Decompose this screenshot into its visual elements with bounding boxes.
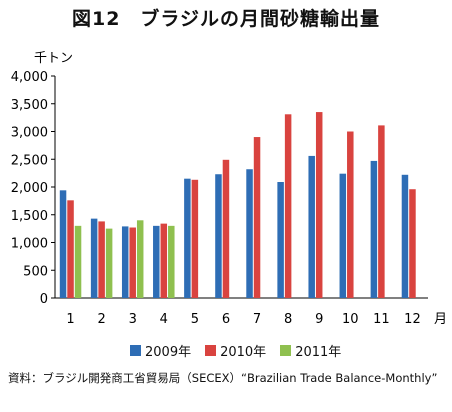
y-tick-label: 1,000 — [11, 237, 48, 252]
bar-2009年-5 — [184, 178, 191, 298]
x-tick-label: 11 — [373, 312, 390, 327]
legend-label: 2010年 — [220, 345, 267, 360]
y-tick-label: 1,500 — [11, 209, 48, 224]
y-tick-label: 0 — [40, 292, 48, 307]
bar-2009年-10 — [339, 173, 347, 298]
source-text: ブラジル開発商工省貿易局（SECEX）“Brazilian Trade Bala… — [42, 371, 438, 385]
chart-title: 図12 ブラジルの月間砂糖輸出量 — [71, 8, 381, 30]
y-axis-label: 千トン — [34, 51, 73, 66]
x-tick-label: 1 — [66, 312, 74, 327]
legend-swatch — [280, 345, 292, 356]
bar-2010年-11 — [378, 125, 385, 299]
bar-2009年-8 — [277, 182, 284, 298]
x-tick-label: 3 — [129, 312, 137, 327]
x-tick-label: 8 — [284, 312, 292, 327]
y-tick-label: 4,000 — [11, 70, 48, 85]
x-tick-label: 12 — [404, 312, 421, 327]
source-label: 資料： — [8, 371, 43, 385]
y-tick-label: 3,000 — [11, 126, 48, 141]
legend-swatch — [130, 345, 141, 356]
bar-2010年-1 — [67, 200, 74, 298]
y-tick-label: 500 — [23, 264, 48, 279]
legend-label: 2009年 — [145, 345, 192, 360]
bar-2011年-3 — [136, 220, 144, 298]
bar-2011年-4 — [168, 225, 175, 298]
bar-chart: 千トン 0 500 1,000 1,500 2,000 2,500 3,000 3,500 4,0… — [11, 51, 447, 327]
bar-2010年-6 — [222, 159, 230, 298]
x-tick-label: 4 — [160, 312, 168, 327]
bar-2009年-6 — [215, 174, 222, 298]
x-tick-label: 9 — [315, 312, 323, 327]
x-tick-label: 2 — [97, 312, 105, 327]
bar-2010年-4 — [160, 223, 168, 298]
bar-2010年-10 — [347, 131, 354, 298]
bar-2010年-12 — [409, 189, 416, 298]
bar-2011年-2 — [105, 228, 113, 298]
bar-2009年-4 — [153, 225, 160, 298]
bar-2010年-8 — [284, 114, 292, 298]
y-tick-label: 2,500 — [11, 153, 48, 168]
legend-swatch — [205, 345, 217, 356]
bar-2010年-5 — [191, 179, 199, 298]
legend-item: 2009年 — [130, 341, 191, 360]
bar-2010年-9 — [315, 112, 323, 298]
x-tick-label: 10 — [342, 312, 359, 327]
bar-2009年-11 — [370, 160, 378, 298]
x-tick-label: 6 — [222, 312, 230, 327]
legend-item: 2011年 — [280, 341, 341, 360]
bar-2009年-1 — [59, 190, 67, 298]
bar-2010年-3 — [129, 227, 136, 298]
bar-2010年-7 — [253, 137, 261, 298]
bar-2009年-2 — [90, 218, 98, 298]
legend-label: 2011年 — [295, 345, 342, 360]
y-tick-label: 2,000 — [11, 181, 48, 196]
bar-2009年-7 — [246, 169, 253, 298]
bar-2011年-1 — [74, 225, 82, 298]
legend: 2009年 2010年 2011年 — [130, 341, 341, 360]
x-tick-label: 5 — [191, 312, 199, 327]
bar-2009年-12 — [401, 174, 409, 298]
legend-item: 2010年 — [205, 341, 266, 360]
bar-2009年-9 — [308, 155, 315, 298]
bar-2009年-3 — [121, 226, 129, 298]
x-tick-label: 7 — [253, 312, 261, 327]
y-tick-label: 3,500 — [11, 98, 48, 113]
x-axis-label: 月 — [434, 312, 447, 327]
source-note: 資料：ブラジル開発商工省貿易局（SECEX）“Brazilian Trade B… — [8, 370, 448, 387]
bar-2010年-2 — [98, 221, 105, 298]
